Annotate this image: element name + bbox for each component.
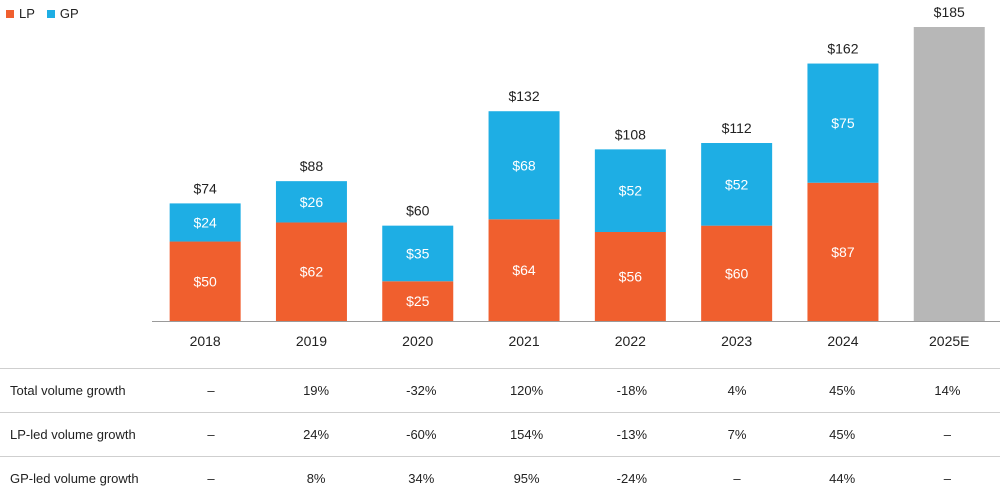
x-tick-label-2018: 2018 <box>190 333 221 349</box>
table-cell: 4% <box>684 369 789 413</box>
x-tick-label-2023: 2023 <box>721 333 752 349</box>
label-lp-2023: $60 <box>725 265 749 281</box>
table-cell: 44% <box>790 457 895 500</box>
table-cell: -13% <box>579 413 684 457</box>
x-tick-label-2024: 2024 <box>827 333 858 349</box>
table-cell: 45% <box>790 413 895 457</box>
total-label-2024: $162 <box>827 41 858 57</box>
table-cell: 45% <box>790 369 895 413</box>
label-lp-2022: $56 <box>619 269 643 285</box>
table-cell: 7% <box>684 413 789 457</box>
total-label-2022: $108 <box>615 126 646 142</box>
legend-swatch-lp <box>6 10 14 18</box>
table-row: GP-led volume growth–8%34%95%-24%–44%– <box>0 457 1000 500</box>
table-cell: 120% <box>474 369 579 413</box>
table-cell: – <box>895 457 1000 500</box>
label-gp-2021: $68 <box>512 157 536 173</box>
table-cell: -24% <box>579 457 684 500</box>
label-gp-2022: $52 <box>619 183 643 199</box>
legend: LP GP <box>6 6 91 21</box>
total-label-2018: $74 <box>193 180 217 196</box>
table-cell: 154% <box>474 413 579 457</box>
table-cell: -60% <box>369 413 474 457</box>
table-cell: 19% <box>264 369 369 413</box>
label-lp-2019: $62 <box>300 264 324 280</box>
table-cell: – <box>895 413 1000 457</box>
total-label-2021: $132 <box>508 88 539 104</box>
legend-item-lp: LP <box>6 6 35 21</box>
total-label-2025e: $185 <box>934 4 965 20</box>
table-row: LP-led volume growth–24%-60%154%-13%7%45… <box>0 413 1000 457</box>
legend-label-lp: LP <box>19 6 35 21</box>
table-cell: -32% <box>369 369 474 413</box>
legend-label-gp: GP <box>60 6 79 21</box>
table-row: Total volume growth–19%-32%120%-18%4%45%… <box>0 369 1000 413</box>
total-label-2019: $88 <box>300 158 324 174</box>
label-lp-2018: $50 <box>193 273 217 289</box>
table-cell: 14% <box>895 369 1000 413</box>
legend-item-gp: GP <box>47 6 79 21</box>
table-cell: – <box>159 369 264 413</box>
x-tick-label-2020: 2020 <box>402 333 433 349</box>
stacked-bar-chart: $50 $24 $74 2018 $62 $26 $88 2019 $25 $35 $60 2020 $… <box>0 0 1000 360</box>
table-cell: -18% <box>579 369 684 413</box>
table-cell: – <box>684 457 789 500</box>
label-lp-2020: $25 <box>406 293 430 309</box>
total-label-2023: $112 <box>722 120 752 136</box>
label-gp-2024: $75 <box>831 115 855 131</box>
table-cell: 8% <box>264 457 369 500</box>
x-tick-label-2019: 2019 <box>296 333 327 349</box>
legend-swatch-gp <box>47 10 55 18</box>
label-gp-2018: $24 <box>193 214 217 230</box>
label-lp-2024: $87 <box>831 244 855 260</box>
label-gp-2019: $26 <box>300 194 324 210</box>
table-cell: – <box>159 413 264 457</box>
total-label-2020: $60 <box>406 203 430 219</box>
table-cell: – <box>159 457 264 500</box>
row-label: Total volume growth <box>0 369 159 413</box>
table-cell: 34% <box>369 457 474 500</box>
x-tick-label-2021: 2021 <box>508 333 539 349</box>
label-lp-2021: $64 <box>512 262 536 278</box>
label-gp-2020: $35 <box>406 245 430 261</box>
label-gp-2023: $52 <box>725 176 749 192</box>
table-cell: 24% <box>264 413 369 457</box>
row-label: LP-led volume growth <box>0 413 159 457</box>
x-tick-label-2022: 2022 <box>615 333 646 349</box>
bar-estimate-2025e <box>914 27 985 321</box>
growth-table: Total volume growth–19%-32%120%-18%4%45%… <box>0 368 1000 500</box>
x-tick-label-2025e: 2025E <box>929 333 969 349</box>
row-label: GP-led volume growth <box>0 457 159 500</box>
table-cell: 95% <box>474 457 579 500</box>
